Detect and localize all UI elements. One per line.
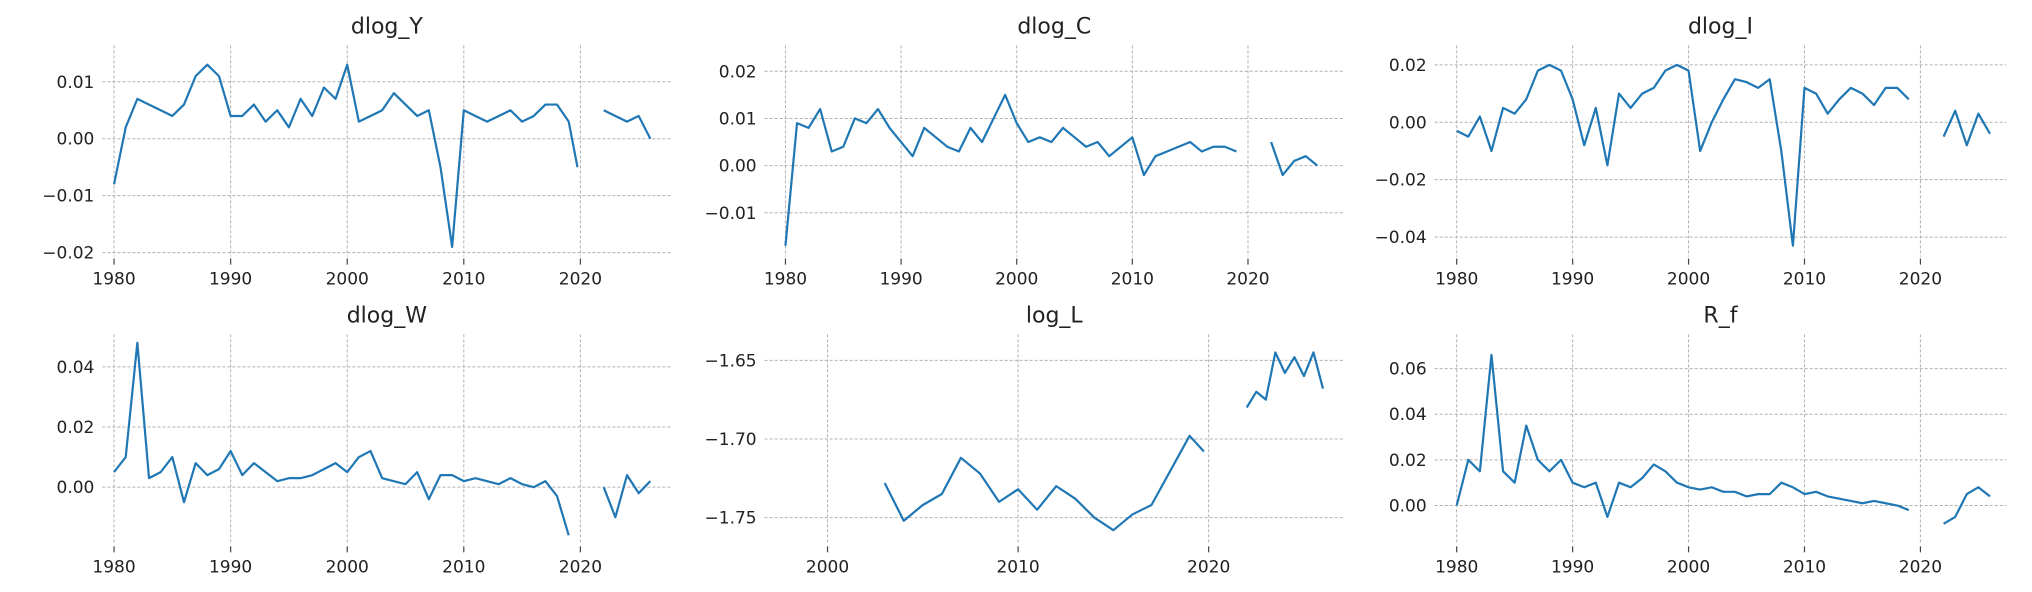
- y-tick-label: −0.02: [1375, 171, 1427, 191]
- y-tick-label: 0.04: [1389, 405, 1427, 425]
- x-tick-label: 2010: [442, 557, 485, 577]
- subplot-title: dlog_C: [1017, 14, 1091, 39]
- y-tick-label: 0.02: [719, 62, 757, 82]
- y-tick-label: 0.00: [1389, 497, 1427, 517]
- y-tick-label: −0.01: [42, 187, 94, 207]
- subplot-title: dlog_I: [1688, 14, 1753, 39]
- subplot-title: dlog_W: [347, 303, 428, 328]
- data-line: [113, 341, 652, 536]
- x-tick-label: 1990: [1551, 270, 1594, 290]
- y-tick-label: 0.01: [57, 73, 95, 93]
- x-tick-label: 2000: [806, 557, 849, 577]
- x-tick-label: 2000: [326, 270, 369, 290]
- y-tick-label: 0.02: [1389, 451, 1427, 471]
- x-tick-label: 1990: [209, 557, 252, 577]
- y-tick-label: 0.04: [57, 358, 95, 378]
- data-line: [883, 351, 1325, 532]
- y-tick-label: 0.00: [719, 157, 757, 177]
- y-tick-label: −1.65: [705, 351, 757, 371]
- x-tick-label: 2000: [1667, 270, 1710, 290]
- subplot-title: R_f: [1703, 303, 1738, 328]
- y-tick-label: −1.70: [705, 430, 757, 450]
- x-tick-label: 1990: [209, 270, 252, 290]
- x-tick-label: 2020: [1187, 557, 1230, 577]
- data-line: [784, 93, 1319, 246]
- x-tick-label: 2020: [1899, 270, 1942, 290]
- x-tick-label: 1980: [92, 557, 135, 577]
- y-tick-label: 0.01: [719, 109, 757, 129]
- x-tick-label: 2020: [1899, 557, 1942, 577]
- x-tick-label: 2020: [1226, 270, 1269, 290]
- y-tick-label: 0.00: [57, 130, 95, 150]
- y-tick-label: 0.02: [1389, 56, 1427, 76]
- x-tick-label: 1980: [92, 270, 135, 290]
- x-tick-label: 2010: [1111, 270, 1154, 290]
- subplot-title: log_L: [1026, 303, 1084, 328]
- x-tick-label: 1990: [879, 270, 922, 290]
- y-tick-label: −0.02: [42, 244, 94, 264]
- x-tick-label: 2010: [1783, 557, 1826, 577]
- y-tick-label: −1.75: [705, 509, 757, 529]
- data-line: [112, 63, 652, 249]
- y-tick-label: −0.01: [705, 204, 757, 224]
- x-tick-label: 2020: [559, 270, 602, 290]
- subplot-title: dlog_Y: [351, 14, 424, 39]
- x-tick-label: 2000: [1667, 557, 1710, 577]
- y-tick-label: 0.00: [1389, 113, 1427, 133]
- x-tick-label: 2000: [995, 270, 1038, 290]
- x-tick-label: 1980: [1435, 557, 1478, 577]
- x-tick-label: 1980: [1435, 270, 1478, 290]
- x-tick-label: 2010: [1783, 270, 1826, 290]
- x-tick-label: 2010: [996, 557, 1039, 577]
- y-tick-label: 0.00: [57, 478, 95, 498]
- y-tick-label: 0.02: [57, 418, 95, 438]
- y-tick-label: −0.04: [1375, 228, 1427, 248]
- x-tick-label: 2020: [559, 557, 602, 577]
- x-tick-label: 1990: [1551, 557, 1594, 577]
- data-line: [1455, 353, 1991, 525]
- y-tick-label: 0.06: [1389, 360, 1427, 380]
- x-tick-label: 2000: [326, 557, 369, 577]
- data-line: [1456, 63, 1991, 247]
- x-tick-label: 1980: [764, 270, 807, 290]
- x-tick-label: 2010: [442, 270, 485, 290]
